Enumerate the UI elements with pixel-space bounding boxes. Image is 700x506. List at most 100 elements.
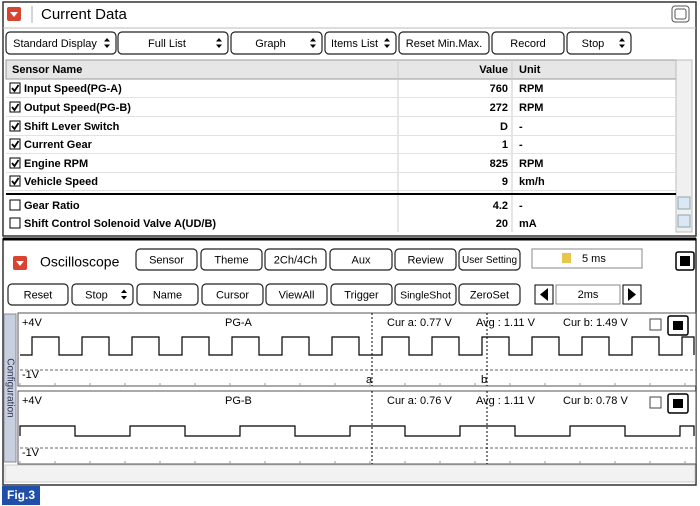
sensor-value: 272 bbox=[490, 102, 508, 114]
channel-name: PG-A bbox=[225, 317, 253, 329]
button-label: Stop bbox=[582, 38, 605, 50]
zoom: 2ms bbox=[578, 289, 599, 301]
button-label: User Setting bbox=[462, 255, 517, 266]
window-icon[interactable] bbox=[671, 5, 690, 23]
sensor-name: Shift Control Solenoid Valve A(UD/B) bbox=[24, 218, 216, 230]
checkbox[interactable] bbox=[9, 120, 21, 132]
dropdown-arrows bbox=[619, 38, 625, 48]
sensor-name: Vehicle Speed bbox=[24, 176, 98, 188]
time-div: 5 ms bbox=[582, 253, 606, 265]
cursor-b-value: Cur b: 0.78 V bbox=[563, 395, 628, 407]
button[interactable] bbox=[136, 283, 199, 306]
window-icon-inner bbox=[674, 8, 687, 20]
sensor-name: Shift Lever Switch bbox=[24, 121, 120, 133]
checkbox[interactable] bbox=[9, 217, 21, 229]
button[interactable] bbox=[5, 31, 117, 55]
button[interactable] bbox=[324, 31, 397, 55]
checkbox[interactable] bbox=[9, 82, 21, 94]
next-arrow bbox=[628, 288, 636, 301]
button[interactable] bbox=[201, 283, 264, 306]
channel-bottom-label: -1V bbox=[22, 447, 40, 459]
sensor-name: Gear Ratio bbox=[24, 200, 80, 212]
button[interactable] bbox=[394, 283, 457, 306]
button[interactable] bbox=[7, 283, 69, 306]
sensor-unit: - bbox=[519, 121, 523, 133]
button[interactable] bbox=[200, 248, 263, 271]
checkbox[interactable] bbox=[9, 199, 21, 211]
panel-title: Oscilloscope bbox=[40, 254, 120, 270]
check-mark bbox=[11, 159, 20, 168]
button-label: Aux bbox=[352, 254, 371, 266]
button[interactable] bbox=[135, 248, 198, 271]
dropdown-arrows bbox=[216, 38, 222, 48]
button[interactable] bbox=[117, 31, 229, 55]
time-icon bbox=[562, 253, 571, 263]
button[interactable] bbox=[398, 31, 490, 55]
sensor-name: Input Speed(PG-A) bbox=[24, 83, 122, 95]
scroll-up[interactable] bbox=[677, 196, 691, 210]
scroll-down[interactable] bbox=[677, 214, 691, 228]
dropdown-arrows bbox=[384, 38, 390, 48]
channel-checkbox[interactable] bbox=[649, 318, 662, 331]
side-tab[interactable] bbox=[3, 313, 17, 463]
average-value: Avg : 1.11 V bbox=[476, 395, 536, 407]
check-mark bbox=[11, 122, 20, 131]
button-label: Stop bbox=[85, 289, 108, 301]
sensor-value: 1 bbox=[502, 139, 508, 151]
button[interactable] bbox=[230, 31, 323, 55]
button-label: Standard Display bbox=[13, 38, 97, 50]
channel-name: PG-B bbox=[225, 395, 252, 407]
average-value: Avg : 1.11 V bbox=[476, 317, 536, 329]
cursor-a-value: Cur a: 0.77 V bbox=[387, 317, 452, 329]
waveform bbox=[20, 336, 695, 356]
button[interactable] bbox=[265, 283, 328, 306]
check-mark bbox=[11, 84, 20, 93]
button-label: Cursor bbox=[216, 289, 249, 301]
zoom-box[interactable] bbox=[555, 284, 621, 305]
button[interactable] bbox=[330, 283, 393, 306]
button[interactable] bbox=[458, 248, 521, 271]
button-label: Full List bbox=[148, 38, 186, 50]
column-header: Unit bbox=[519, 64, 541, 76]
channel-button-inner bbox=[673, 321, 683, 330]
button[interactable] bbox=[329, 248, 393, 271]
button[interactable] bbox=[491, 31, 565, 55]
channel-checkbox[interactable] bbox=[649, 396, 662, 409]
button[interactable] bbox=[458, 283, 521, 306]
checkbox[interactable] bbox=[9, 101, 21, 113]
h-scrollbar[interactable] bbox=[4, 464, 696, 483]
button-label: 2Ch/4Ch bbox=[274, 254, 317, 266]
dropdown-arrows bbox=[121, 289, 127, 300]
button[interactable] bbox=[71, 283, 134, 306]
button-label: ViewAll bbox=[279, 289, 315, 301]
check-mark bbox=[11, 177, 20, 186]
dropdown-arrows bbox=[310, 38, 316, 48]
channel-top-label: +4V bbox=[22, 317, 43, 329]
collapse-arrow bbox=[10, 12, 18, 17]
sensor-value: D bbox=[500, 121, 508, 133]
checkbox[interactable] bbox=[9, 138, 21, 150]
sensor-unit: mA bbox=[519, 218, 537, 230]
button[interactable] bbox=[264, 248, 327, 271]
checkbox[interactable] bbox=[9, 157, 21, 169]
cursor-label: b bbox=[481, 374, 487, 386]
channel-bottom-label: -1V bbox=[22, 369, 40, 381]
sensor-unit: RPM bbox=[519, 158, 543, 170]
column-header: Value bbox=[479, 64, 508, 76]
cursor-label: a bbox=[366, 374, 373, 386]
checkbox[interactable] bbox=[9, 175, 21, 187]
panel-title: Current Data bbox=[41, 6, 128, 23]
button[interactable] bbox=[566, 31, 632, 55]
button-label: SingleShot bbox=[400, 289, 451, 301]
button-label: Review bbox=[407, 254, 443, 266]
button-label: Name bbox=[153, 289, 182, 301]
button-label: Trigger bbox=[344, 289, 379, 301]
sensor-name: Output Speed(PG-B) bbox=[24, 102, 131, 114]
prev-arrow bbox=[540, 288, 548, 301]
time-box[interactable] bbox=[531, 248, 643, 269]
button-label: Reset Min.Max. bbox=[406, 38, 482, 50]
button[interactable] bbox=[394, 248, 457, 271]
side-tab-label: Configuration bbox=[4, 358, 15, 417]
scrollbar[interactable] bbox=[675, 59, 693, 233]
